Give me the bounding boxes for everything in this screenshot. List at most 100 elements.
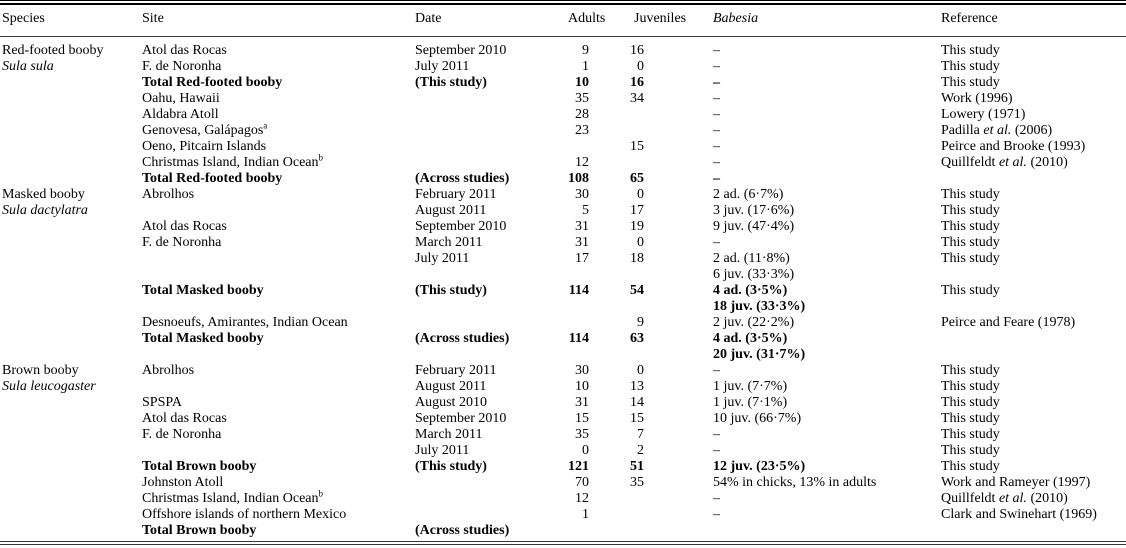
cell-babesia: 4 ad. (3·5%) xyxy=(713,331,788,346)
col-header-juveniles: Juveniles xyxy=(612,5,691,37)
cell-site: SPSPA xyxy=(142,395,182,410)
cell-adults: 121 xyxy=(568,459,589,474)
cell-babesia: – xyxy=(713,123,720,138)
cell-adults: 35 xyxy=(575,427,589,442)
cell-juveniles: 17 xyxy=(630,203,644,218)
cell-babesia: 2 ad. (6·7%) xyxy=(713,187,784,202)
table-row: 20 juv. (31·7%) xyxy=(0,347,1126,363)
cell-reference: This study xyxy=(941,187,1000,202)
cell-reference: This study xyxy=(941,219,1000,234)
table-rule-top-thin xyxy=(0,0,1126,1)
cell-adults: 31 xyxy=(575,395,589,410)
table-rule-bottom-1 xyxy=(0,541,1126,542)
cell-species: Brown booby xyxy=(2,363,79,378)
cell-species: Sula sula xyxy=(2,59,54,74)
cell-juveniles: 51 xyxy=(630,459,644,474)
table-row: 18 juv. (33·3%) xyxy=(0,299,1126,315)
cell-date xyxy=(415,491,564,507)
cell-babesia: 10 juv. (66·7%) xyxy=(713,411,802,426)
cell-species xyxy=(0,331,140,347)
cell-adults: 17 xyxy=(575,251,589,266)
cell-site: Atol das Rocas xyxy=(142,43,227,58)
cell-reference xyxy=(941,299,1126,315)
cell-babesia: – xyxy=(713,235,720,250)
table-row: Aldabra Atoll 28 – Lowery (1971) xyxy=(0,107,1126,123)
cell-juveniles xyxy=(612,123,691,139)
cell-date xyxy=(415,139,564,155)
cell-reference xyxy=(941,267,1126,283)
cell-babesia: – xyxy=(713,427,720,442)
cell-adults: 108 xyxy=(568,171,589,186)
cell-site: Oeno, Pitcairn Islands xyxy=(142,139,267,154)
table-row: F. de Noronha March 2011 35 7 – This study xyxy=(0,427,1126,443)
cell-site: Atol das Rocas xyxy=(142,219,227,234)
table-row: Total Red-footed booby (This study) 10 16 – T… xyxy=(0,75,1126,91)
cell-species xyxy=(0,107,140,123)
cell-juveniles: 34 xyxy=(630,91,644,106)
cell-babesia: 4 ad. (3·5%) xyxy=(713,283,788,298)
cell-site: Johnston Atoll xyxy=(142,475,224,490)
cell-adults: 31 xyxy=(575,219,589,234)
cell-adults: 0 xyxy=(582,443,589,458)
cell-date: (This study) xyxy=(415,283,487,298)
cell-adults: 5 xyxy=(582,203,589,218)
cell-species xyxy=(0,507,140,523)
cell-adults xyxy=(564,347,612,363)
cell-species: Red-footed booby xyxy=(2,43,104,58)
cell-reference: This study xyxy=(941,395,1000,410)
cell-juveniles: 7 xyxy=(637,427,644,442)
cell-adults: 15 xyxy=(575,411,589,426)
cell-adults: 35 xyxy=(575,91,589,106)
cell-date: (This study) xyxy=(415,459,487,474)
cell-adults: 1 xyxy=(582,59,589,74)
cell-date: March 2011 xyxy=(415,235,483,250)
cell-species xyxy=(0,283,140,299)
cell-adults xyxy=(564,267,612,283)
cell-date: March 2011 xyxy=(415,427,483,442)
table-row: Atol das Rocas September 2010 31 19 9 juv. (… xyxy=(0,219,1126,235)
table-row: Desnoeufs, Amirantes, Indian Ocean 9 2 juv… xyxy=(0,315,1126,331)
cell-juveniles xyxy=(612,347,691,363)
cell-babesia: 6 juv. (33·3%) xyxy=(713,267,795,282)
cell-reference: This study xyxy=(941,427,1000,442)
cell-site: Abrolhos xyxy=(142,363,195,378)
table-rule-top-thick xyxy=(0,3,1126,5)
cell-reference: This study xyxy=(941,251,1000,266)
table-row: July 2011 17 18 2 ad. (11·8%) This study xyxy=(0,251,1126,267)
cell-species xyxy=(0,219,140,235)
cell-species xyxy=(0,139,140,155)
cell-date xyxy=(415,107,564,123)
table-header: Species Site Date Adults Juveniles Babesia Ref… xyxy=(0,5,1126,37)
cell-reference xyxy=(941,331,1126,347)
cell-reference: This study xyxy=(941,379,1000,394)
cell-babesia: – xyxy=(713,507,720,522)
cell-juveniles: 65 xyxy=(630,171,644,186)
cell-date: August 2010 xyxy=(415,395,487,410)
cell-site xyxy=(140,203,415,219)
cell-adults: 12 xyxy=(575,491,589,506)
cell-site xyxy=(140,299,415,315)
cell-juveniles: 16 xyxy=(630,75,644,90)
cell-juveniles: 2 xyxy=(637,443,644,458)
header-row: Species Site Date Adults Juveniles Babesia Ref… xyxy=(0,5,1126,37)
col-header-species: Species xyxy=(0,5,140,37)
cell-babesia: – xyxy=(713,491,720,506)
cell-site xyxy=(140,443,415,459)
cell-species: Masked booby xyxy=(2,187,85,202)
cell-babesia: – xyxy=(713,59,720,74)
cell-site: Total Red-footed booby xyxy=(142,171,283,186)
table-row: F. de Noronha March 2011 31 0 – This study xyxy=(0,235,1126,251)
cell-adults: 23 xyxy=(575,123,589,138)
table-row: Atol das Rocas September 2010 15 15 10 juv. … xyxy=(0,411,1126,427)
cell-date: September 2010 xyxy=(415,219,507,234)
cell-juveniles: 15 xyxy=(630,139,644,154)
table-row: 6 juv. (33·3%) xyxy=(0,267,1126,283)
cell-date xyxy=(415,299,564,315)
cell-juveniles: 0 xyxy=(637,235,644,250)
cell-site xyxy=(140,267,415,283)
cell-site: F. de Noronha xyxy=(142,235,222,250)
cell-reference: This study xyxy=(941,203,1000,218)
cell-species xyxy=(0,475,140,491)
cell-adults xyxy=(564,523,612,539)
col-header-date: Date xyxy=(415,5,564,37)
